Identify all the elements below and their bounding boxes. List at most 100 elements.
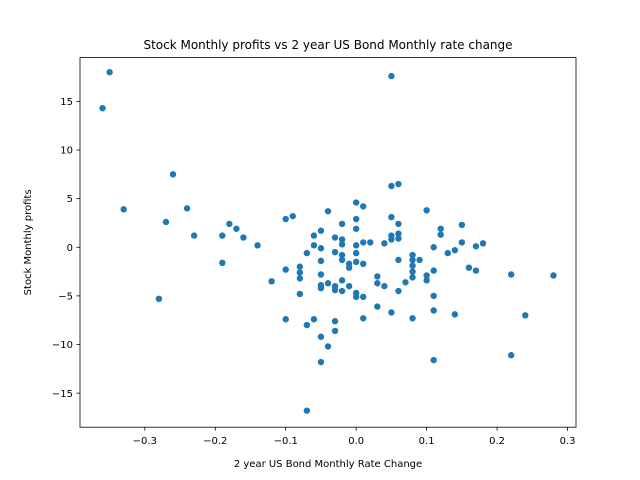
data-point <box>388 236 395 243</box>
data-point <box>99 104 106 112</box>
data-point <box>106 68 113 76</box>
data-point <box>374 303 381 310</box>
y-tick-label: −15 <box>52 389 73 400</box>
data-point <box>162 218 170 226</box>
data-point <box>317 227 325 234</box>
data-point <box>352 199 360 206</box>
data-point <box>402 279 409 286</box>
data-point <box>169 171 177 178</box>
data-point <box>296 263 304 270</box>
data-point <box>331 317 339 325</box>
data-point <box>317 271 325 278</box>
data-point <box>388 72 395 80</box>
data-point <box>409 315 416 322</box>
data-point <box>296 269 304 276</box>
data-point <box>479 240 487 247</box>
data-point <box>430 292 437 300</box>
data-point <box>289 212 296 220</box>
data-point <box>507 352 515 359</box>
data-point <box>324 343 332 350</box>
data-point <box>423 277 430 284</box>
x-tick-label: 0.2 <box>489 436 505 447</box>
data-point <box>338 287 346 295</box>
y-axis-ticks: −15 −10 −5 0 5 10 15 <box>52 97 80 400</box>
data-point <box>458 239 466 246</box>
data-point <box>338 251 346 259</box>
data-point <box>437 225 444 232</box>
data-point <box>522 312 529 319</box>
data-point <box>338 241 346 248</box>
data-point <box>374 280 381 287</box>
data-point <box>395 287 402 295</box>
data-point <box>226 220 233 228</box>
data-point <box>352 258 360 266</box>
data-point <box>388 182 395 190</box>
x-tick-label: −0.3 <box>133 436 157 447</box>
data-point <box>409 262 416 269</box>
x-tick-label: 0.1 <box>419 436 435 447</box>
data-point <box>409 268 416 275</box>
data-point <box>282 316 289 323</box>
y-tick-label: 5 <box>67 194 73 205</box>
data-point <box>219 232 226 239</box>
data-point <box>395 230 402 237</box>
data-point <box>310 232 318 239</box>
x-axis-ticks: −0.3 −0.2 −0.1 0.0 0.1 0.2 0.3 <box>133 427 576 447</box>
data-point <box>352 215 360 223</box>
data-point <box>345 264 353 271</box>
data-point <box>437 231 444 238</box>
data-point <box>155 295 163 303</box>
data-point <box>324 280 332 287</box>
data-point <box>458 221 466 229</box>
data-point <box>360 315 367 322</box>
data-point <box>282 266 289 273</box>
data-point <box>219 259 226 267</box>
data-point <box>352 249 360 257</box>
data-point <box>303 321 311 329</box>
data-point <box>423 272 430 279</box>
data-point <box>507 271 515 278</box>
data-point <box>409 274 416 281</box>
data-point <box>381 282 388 290</box>
data-point <box>374 273 381 280</box>
data-point <box>388 309 395 316</box>
y-tick-label: 15 <box>60 97 73 108</box>
data-point <box>352 293 360 301</box>
data-point <box>472 243 480 250</box>
data-point <box>296 275 304 282</box>
points-layer <box>99 68 557 414</box>
data-point <box>345 282 353 290</box>
data-point <box>360 293 367 301</box>
data-point <box>465 264 473 271</box>
data-point <box>331 248 339 256</box>
y-tick-label: 0 <box>67 243 73 254</box>
data-point <box>338 256 346 264</box>
data-point <box>338 236 346 243</box>
data-point <box>310 242 318 249</box>
data-point <box>550 272 557 279</box>
data-point <box>395 220 402 228</box>
x-tick-label: 0.3 <box>560 436 576 447</box>
data-point <box>254 242 261 249</box>
data-point <box>268 278 275 285</box>
data-point <box>388 213 395 221</box>
data-point <box>430 307 437 314</box>
data-point <box>395 235 402 242</box>
data-point <box>430 244 437 251</box>
data-point <box>317 333 325 340</box>
data-point <box>303 407 311 414</box>
y-axis-label: Stock Monthly profits <box>23 189 34 295</box>
data-point <box>183 205 191 212</box>
data-point <box>317 245 325 252</box>
data-point <box>451 311 459 318</box>
x-axis-label: 2 year US Bond Monthly Rate Change <box>234 459 422 470</box>
data-point <box>367 239 374 246</box>
data-point <box>395 256 402 264</box>
data-point <box>240 234 247 241</box>
data-point <box>352 225 360 232</box>
data-point <box>381 240 388 247</box>
data-point <box>338 277 346 284</box>
data-point <box>409 256 416 264</box>
